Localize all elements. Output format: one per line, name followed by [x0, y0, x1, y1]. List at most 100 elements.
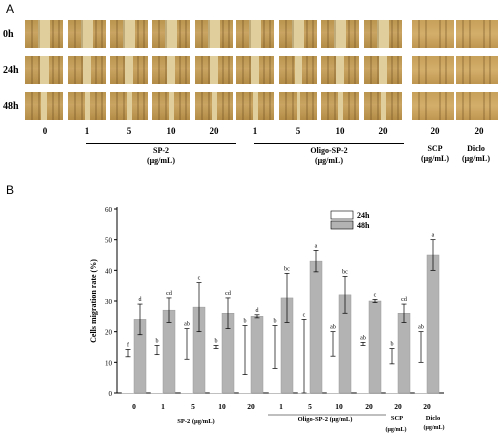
image-texture — [445, 92, 447, 120]
image-texture — [370, 20, 372, 48]
image-texture — [222, 56, 224, 84]
significance-letter: c — [374, 292, 377, 298]
wound-image-r1-c9 — [364, 20, 402, 48]
significance-letter: ab — [184, 322, 190, 328]
image-texture — [391, 56, 393, 84]
image-texture — [185, 56, 187, 84]
image-texture — [31, 56, 33, 84]
significance-letter: b — [156, 338, 159, 344]
scratch-gap — [292, 20, 304, 48]
image-texture — [242, 56, 244, 84]
bar-24h-9 — [356, 343, 370, 394]
image-texture — [74, 20, 76, 48]
wound-image-r2-c3 — [110, 56, 148, 84]
image-texture — [285, 56, 287, 84]
image-texture — [222, 20, 224, 48]
diclo-group-unit: (μg/mL) — [461, 154, 491, 163]
significance-letter: ab — [360, 335, 366, 341]
image-texture — [354, 56, 356, 84]
image-texture — [292, 56, 294, 84]
diclo-group-name: Diclo — [467, 144, 485, 153]
image-texture — [101, 56, 103, 84]
y-axis-label: Cells migration rate (%) — [89, 259, 98, 343]
image-texture — [348, 92, 350, 120]
wound-image-r1-c8 — [321, 20, 359, 48]
wound-image-r3-c2 — [68, 92, 106, 120]
bar-48h-10 — [397, 313, 411, 394]
image-texture — [327, 20, 329, 48]
image-texture — [462, 92, 464, 120]
image-texture — [425, 20, 427, 48]
image-texture — [137, 20, 139, 48]
image-texture — [179, 20, 181, 48]
image-texture — [327, 92, 329, 120]
scratch-gap — [165, 20, 177, 48]
image-texture — [81, 56, 83, 84]
y-tick-label: 20 — [105, 329, 113, 337]
image-texture — [425, 56, 427, 84]
wound-image-r3-c10 — [412, 92, 454, 120]
significance-letter: bc — [284, 266, 290, 272]
wound-image-r2-c9 — [364, 56, 402, 84]
image-texture — [185, 20, 187, 48]
wound-image-r3-c9 — [364, 92, 402, 120]
scratch-gap — [41, 92, 47, 120]
wound-image-r1-c3 — [110, 20, 148, 48]
panel-b-letter: B — [6, 183, 15, 197]
scratch-gap — [251, 56, 259, 84]
wound-image-r2-c4 — [152, 56, 190, 84]
x-tick-label: 5 — [191, 402, 195, 411]
image-texture — [312, 56, 314, 84]
image-texture — [249, 20, 251, 48]
bar-48h-5 — [250, 316, 264, 394]
image-texture — [52, 92, 54, 120]
image-texture — [334, 20, 336, 48]
row-label-24h: 24h — [3, 65, 19, 76]
image-texture — [483, 56, 485, 84]
image-texture — [222, 92, 224, 120]
scratch-gap — [211, 92, 217, 120]
legend-swatch-48h — [330, 220, 354, 230]
y-tick-label: 30 — [105, 298, 113, 306]
significance-letter: ab — [418, 325, 424, 331]
image-texture — [285, 92, 287, 120]
image-texture — [95, 56, 97, 84]
panel-a-letter: A — [6, 2, 15, 16]
significance-letter: c — [198, 276, 201, 282]
image-texture — [58, 56, 60, 84]
significance-letter: b — [215, 338, 218, 344]
scp-group-name: SCP — [427, 144, 443, 153]
image-texture — [439, 56, 441, 84]
image-texture — [179, 92, 181, 120]
scratch-gap — [337, 92, 343, 120]
image-texture — [425, 92, 427, 120]
y-tick-label: 40 — [105, 267, 113, 275]
oligo-group-unit: (μg/mL) — [314, 156, 344, 165]
image-texture — [95, 20, 97, 48]
significance-letter: a — [432, 233, 435, 239]
bar-24h-4 — [209, 346, 223, 394]
image-texture — [269, 92, 271, 120]
image-texture — [158, 92, 160, 120]
image-texture — [31, 92, 33, 120]
scratch-gap — [379, 56, 387, 84]
x-tick-label: 20 — [423, 402, 431, 411]
image-texture — [143, 92, 145, 120]
image-texture — [137, 56, 139, 84]
image-texture — [165, 20, 167, 48]
scratch-gap — [168, 92, 174, 120]
significance-letter: cd — [166, 291, 172, 297]
image-texture — [179, 56, 181, 84]
x-tick-label: 10 — [335, 402, 343, 411]
scratch-gap — [296, 92, 300, 120]
image-texture — [38, 20, 40, 48]
image-texture — [285, 20, 287, 48]
scratch-gap — [126, 92, 132, 120]
image-texture — [418, 56, 420, 84]
group-label-2: Oligo-SP-2 (μg/mL) — [298, 416, 353, 423]
image-texture — [249, 92, 251, 120]
wound-image-r2-c5 — [195, 56, 233, 84]
image-texture — [208, 92, 210, 120]
scratch-gap — [81, 20, 93, 48]
image-texture — [201, 20, 203, 48]
